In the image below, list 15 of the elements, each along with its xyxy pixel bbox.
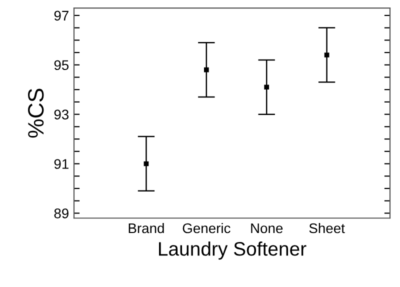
point bbox=[324, 52, 330, 58]
point bbox=[204, 67, 209, 72]
y-tick-label: 95 bbox=[54, 60, 69, 70]
y-tick-label: 89 bbox=[54, 208, 68, 218]
y-tick-label: 91 bbox=[54, 159, 68, 169]
point bbox=[264, 84, 270, 90]
y-tick-label: 97 bbox=[54, 10, 68, 21]
x-tick-label: Brand bbox=[128, 222, 164, 234]
x-tick-label: Sheet bbox=[309, 222, 345, 234]
y-axis-title: %CS bbox=[28, 88, 44, 138]
x-axis-title: Laundry Softener bbox=[159, 241, 306, 260]
y-tick-label: 93 bbox=[54, 110, 69, 120]
point bbox=[144, 161, 149, 166]
x-tick-label: None bbox=[251, 223, 283, 234]
x-tick-label: Generic bbox=[182, 222, 230, 234]
